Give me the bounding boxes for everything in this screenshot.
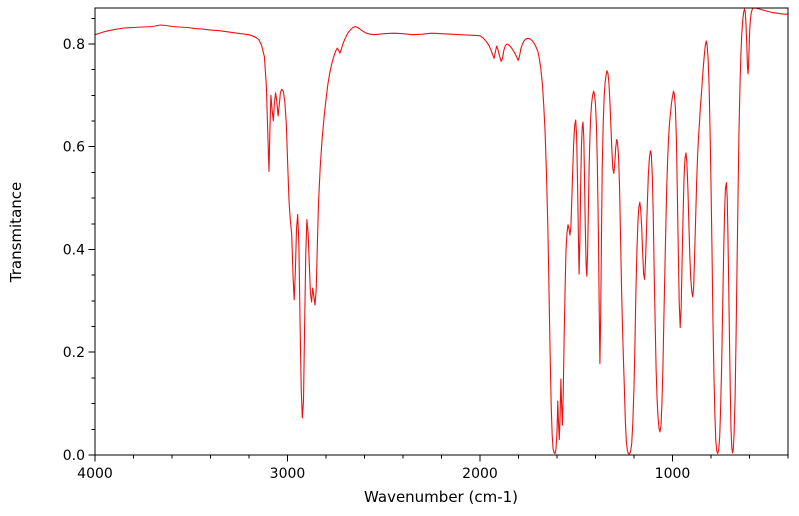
x-axis-label: Wavenumber (cm-1) [364,488,518,506]
x-tick-label: 4000 [77,466,113,482]
x-tick-label: 1000 [655,466,691,482]
x-tick-label: 3000 [270,466,306,482]
y-tick-label: 0.0 [63,448,85,464]
spectrum-line [94,7,789,455]
y-tick-label: 0.8 [63,37,85,53]
y-axis-label: Transmitance [7,182,25,283]
y-tick-label: 0.4 [63,242,85,258]
y-tick-label: 0.2 [63,345,85,361]
y-tick-label: 0.6 [63,140,85,156]
x-tick-label: 2000 [462,466,498,482]
plot-area: 4000 3000 2000 1000 0.0 0.2 0.4 0.6 0.8 [63,7,789,482]
plot-frame [94,7,789,456]
